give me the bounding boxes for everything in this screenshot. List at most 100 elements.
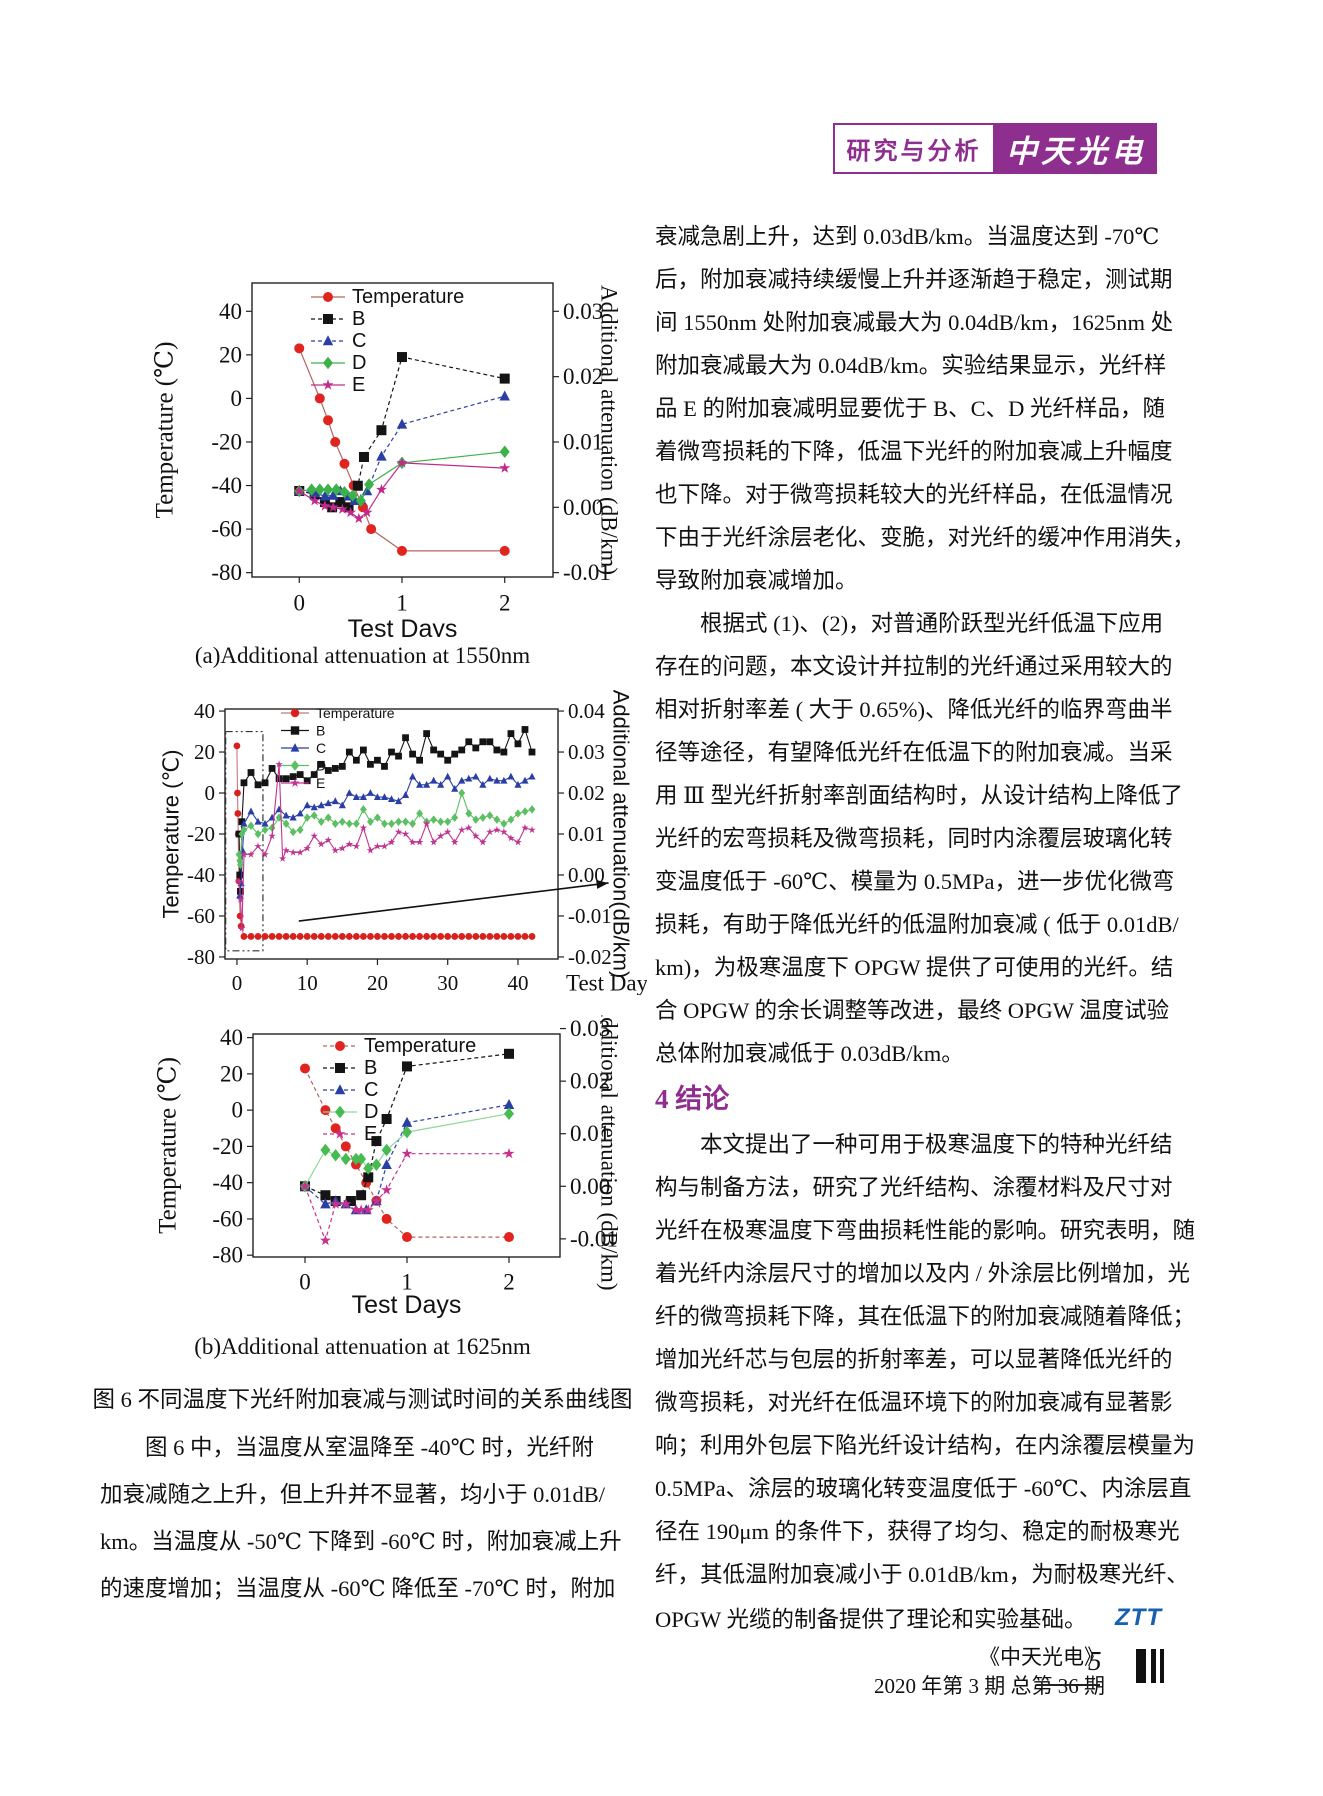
text-line: 着微弯损耗的下降，低温下光纤的附加衰减上升幅度 <box>655 439 1173 464</box>
text-line: km。当温度从 -50℃ 下降到 -60℃ 时，附加衰减上升 <box>100 1529 622 1554</box>
paragraph-1: 衰减急剧上升，达到 0.03dB/km。当温度达到 -70℃ 后，附加衰减持续缓慢… <box>655 215 1195 602</box>
text-line: 合 OPGW 的余长调整等改进，最终 OPGW 温度试验 <box>655 998 1170 1023</box>
figure6-chart-longterm: 40 20 0 -20 -40 -60 -80 0.04 0.03 0.02 0.01 0.00 -0.… <box>95 665 658 1000</box>
footer-journal-title: 《中天光电》 <box>979 1645 1105 1669</box>
svg-text:1: 1 <box>396 591 408 616</box>
right-column: 衰减急剧上升，达到 0.03dB/km。当温度达到 -70℃ 后，附加衰减持续缓慢… <box>655 215 1196 1639</box>
text-line: 加衰减随之上升，但上升并不显著，均小于 0.01dB/ <box>100 1482 606 1507</box>
figure6-chart-1550nm: 40 20 0 -20 -40 -60 -80 0.03 0.02 0.01 0.00 -0.01 0 1… <box>95 275 630 643</box>
paragraph-2: 根据式 (1)、(2)，对普通阶跃型光纤低温下应用 存在的问题，本文设计并拉制的光… <box>655 602 1183 1075</box>
svg-text:-20: -20 <box>212 1134 243 1159</box>
page-header-tag: 研究与分析 中天光电 <box>833 123 1157 174</box>
svg-text:-0.01: -0.01 <box>570 1226 618 1251</box>
svg-text:0: 0 <box>205 781 216 805</box>
svg-text:0.02: 0.02 <box>563 364 603 389</box>
text-line: 间 1550nm 处附加衰减最大为 0.04dB/km，1625nm 处 <box>655 310 1174 335</box>
text-line: 相对折射率差 ( 大于 0.65%)、降低光纤的临界弯曲半 <box>655 697 1173 722</box>
svg-text:0.01: 0.01 <box>570 1121 610 1146</box>
figure6-caption: 图 6 不同温度下光纤附加衰减与测试时间的关系曲线图 <box>92 1387 633 1412</box>
svg-text:C: C <box>364 1079 378 1101</box>
text-line: km)，为极寒温度下 OPGW 提供了可使用的光纤。结 <box>655 955 1174 980</box>
svg-text:-80: -80 <box>211 560 242 585</box>
svg-text:0.01: 0.01 <box>568 822 605 846</box>
svg-text:-40: -40 <box>187 863 215 887</box>
svg-text:0.01: 0.01 <box>563 429 603 454</box>
brand-logo: 中天光电 <box>995 123 1157 174</box>
svg-text:-40: -40 <box>211 473 242 498</box>
ztt-logo: ZTT <box>1115 1603 1162 1631</box>
text-line: 着光纤内涂层尺寸的增加以及内 / 外涂层比例增加，光 <box>655 1261 1191 1286</box>
text-line: 纤，其低温附加衰减小于 0.01dB/km，为耐极寒光纤、 <box>655 1562 1189 1587</box>
svg-text:Temperature: Temperature <box>316 705 395 721</box>
svg-text:Temperature: Temperature <box>364 1035 476 1057</box>
text-line: 存在的问题，本文设计并拉制的光纤通过采用较大的 <box>655 654 1173 679</box>
svg-text:Temperature (℃): Temperature (℃) <box>159 750 184 919</box>
svg-text:Additional attenuation (dB/km): Additional attenuation (dB/km) <box>597 285 622 575</box>
svg-text:0.04: 0.04 <box>568 699 605 723</box>
text-line: 本文提出了一种可用于极寒温度下的特种光纤结 <box>655 1132 1173 1157</box>
svg-text:2: 2 <box>499 591 511 616</box>
text-line: 光纤在极寒温度下弯曲损耗性能的影响。研究表明，随 <box>655 1218 1196 1243</box>
text-line: 后，附加衰减持续缓慢上升并逐渐趋于稳定，测试期 <box>655 267 1173 292</box>
svg-text:0: 0 <box>232 1098 244 1123</box>
svg-text:20: 20 <box>194 740 215 764</box>
svg-text:-40: -40 <box>212 1170 243 1195</box>
page-number: 5 <box>1088 1646 1102 1676</box>
svg-text:0.02: 0.02 <box>568 781 605 805</box>
svg-text:C: C <box>352 330 366 352</box>
svg-text:Temperature (℃): Temperature (℃) <box>152 342 179 519</box>
print-bar <box>1151 1649 1156 1683</box>
svg-text:20: 20 <box>219 342 242 367</box>
section-heading-conclusion: 4 结论 <box>655 1084 730 1114</box>
text-line: 微弯损耗，对光纤在低温环境下的附加衰减有显著影 <box>655 1390 1173 1415</box>
svg-text:1: 1 <box>401 1270 413 1295</box>
svg-text:0.03: 0.03 <box>570 1016 610 1041</box>
svg-text:B: B <box>364 1057 377 1079</box>
text-line: 用 Ⅲ 型光纤折射率剖面结构时，从设计结构上降低了 <box>655 783 1183 808</box>
svg-text:0: 0 <box>231 386 243 411</box>
svg-text:0: 0 <box>294 591 306 616</box>
text-line: 图 6 中，当温度从室温降至 -40℃ 时，光纤附 <box>100 1435 594 1460</box>
section-tag-label: 研究与分析 <box>846 138 982 165</box>
svg-text:40: 40 <box>194 699 215 723</box>
svg-text:E: E <box>316 775 325 791</box>
left-column-paragraph: 图 6 中，当温度从室温降至 -40℃ 时，光纤附 加衰减随之上升，但上升并不显著… <box>100 1424 622 1612</box>
figure6-chart-1625nm: 40 20 0 -20 -40 -60 -80 0.03 0.02 0.01 0.00 -0.01 0 1… <box>95 1000 630 1325</box>
page-number-rule <box>1036 1684 1100 1686</box>
footer-issue-info: 2020 年第 3 期 总第 36 期 <box>874 1674 1105 1698</box>
svg-text:-0.01: -0.01 <box>568 904 612 928</box>
print-bar <box>1136 1649 1146 1683</box>
svg-text:Temperature (℃): Temperature (℃) <box>155 1057 182 1234</box>
svg-text:0.00: 0.00 <box>570 1174 610 1199</box>
svg-text:-60: -60 <box>212 1206 243 1231</box>
text-line: 响；利用外包层下陷光纤设计结构，在内涂覆层模量为 <box>655 1433 1196 1458</box>
text-line: 0.5MPa、涂层的玻璃化转变温度低于 -60℃、内涂层直 <box>655 1476 1192 1501</box>
svg-text:-0.02: -0.02 <box>568 945 612 969</box>
svg-text:Additional attenuation(dB/km): Additional attenuation(dB/km) <box>609 690 634 979</box>
svg-text:Test Days: Test Days <box>566 971 647 996</box>
text-line: 径在 190μm 的条件下，获得了均匀、稳定的耐极寒光 <box>655 1519 1180 1544</box>
text-line: 附加衰减最大为 0.04dB/km。实验结果显示，光纤样 <box>655 353 1167 378</box>
svg-text:0.00: 0.00 <box>563 495 603 520</box>
svg-text:-80: -80 <box>212 1243 243 1268</box>
svg-text:-80: -80 <box>187 945 215 969</box>
text-line: 根据式 (1)、(2)，对普通阶跃型光纤低温下应用 <box>655 611 1164 636</box>
text-line: 衰减急剧上升，达到 0.03dB/km。当温度达到 -70℃ <box>655 224 1160 249</box>
text-line: 的速度增加；当温度从 -60℃ 降低至 -70℃ 时，附加 <box>100 1576 616 1601</box>
svg-text:0.03: 0.03 <box>568 740 605 764</box>
svg-text:C: C <box>316 740 326 756</box>
text-line: 变温度低于 -60℃、模量为 0.5MPa，进一步优化微弯 <box>655 869 1175 894</box>
chart-caption-b: (b)Additional attenuation at 1625nm <box>194 1334 531 1359</box>
svg-text:D: D <box>316 758 326 774</box>
svg-text:0: 0 <box>232 971 243 995</box>
svg-text:-0.01: -0.01 <box>563 560 611 585</box>
text-line: 纤的微弯损耗下降，其在低温下的附加衰减随着降低； <box>655 1304 1196 1329</box>
svg-text:40: 40 <box>220 1025 243 1050</box>
text-line: OPGW 光缆的制备提供了理论和实验基础。 <box>655 1606 1087 1632</box>
text-line: 也下降。对于微弯损耗较大的光纤样品，在低温情况 <box>655 482 1173 507</box>
svg-text:0.02: 0.02 <box>570 1069 610 1094</box>
svg-text:Test Days: Test Days <box>348 615 458 637</box>
svg-text:D: D <box>364 1101 378 1123</box>
svg-text:Additional attenuation (dB/km): Additional attenuation (dB/km) <box>597 1015 622 1291</box>
text-line: 构与制备方法，研究了光纤结构、涂覆材料及尺寸对 <box>655 1175 1173 1200</box>
